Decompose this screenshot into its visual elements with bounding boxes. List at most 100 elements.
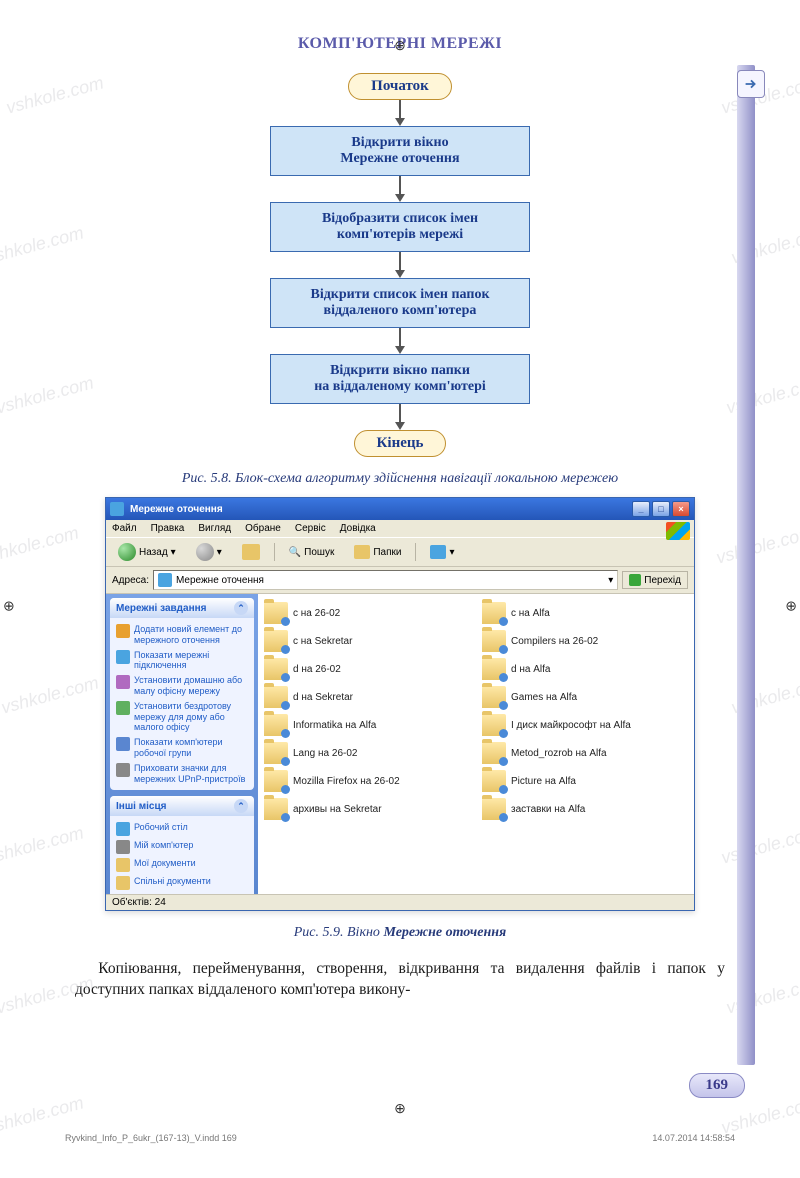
network-share-item[interactable]: d на 26-02: [262, 656, 472, 682]
crop-mark-icon: ⊕: [394, 1101, 406, 1118]
panel-header[interactable]: Інші місця ⌃: [110, 796, 254, 816]
share-folder-icon: [264, 770, 288, 792]
share-folder-icon: [482, 630, 506, 652]
windows-logo-icon: [666, 522, 690, 540]
task-link[interactable]: Показати мережні підключення: [116, 648, 248, 674]
go-button[interactable]: Перехід: [622, 571, 688, 589]
network-share-item[interactable]: c на 26-02: [262, 600, 472, 626]
page-side-bar: [737, 65, 755, 1065]
network-share-item[interactable]: І диск майкрософт на Alfa: [480, 712, 690, 738]
share-folder-icon: [264, 686, 288, 708]
flow-process-4: Відкрити вікно папкина віддаленому комп'…: [270, 354, 530, 404]
watermark: vshkole.com: [4, 72, 106, 118]
task-link[interactable]: Установити бездротову мережу для дому аб…: [116, 699, 248, 735]
body-text: Копіювання, перейменування, створення, в…: [75, 959, 725, 1001]
place-icon: [116, 858, 130, 872]
task-icon: [116, 763, 130, 777]
search-button[interactable]: 🔍Пошук: [283, 545, 341, 560]
network-share-item[interactable]: d на Sekretar: [262, 684, 472, 710]
back-icon: [118, 543, 136, 561]
network-share-item[interactable]: Informatika на Alfa: [262, 712, 472, 738]
network-share-item[interactable]: заставки на Alfa: [480, 796, 690, 822]
menu-edit[interactable]: Правка: [151, 523, 185, 534]
task-link[interactable]: Показати комп'ютери робочої групи: [116, 735, 248, 761]
menu-help[interactable]: Довідка: [340, 523, 376, 534]
statusbar: Об'єктів: 24: [106, 894, 694, 910]
share-folder-icon: [482, 686, 506, 708]
panel-header[interactable]: Мережні завдання ⌃: [110, 598, 254, 618]
crop-mark-icon: ⊕: [785, 598, 797, 615]
menu-tools[interactable]: Сервіс: [295, 523, 326, 534]
share-folder-icon: [482, 658, 506, 680]
toolbar: Назад▾ ▾ 🔍Пошук Папки ▾: [106, 537, 694, 567]
titlebar[interactable]: Мережне оточення _ □ ×: [106, 498, 694, 520]
watermark: vshkole.com: [719, 822, 800, 868]
task-icon: [116, 624, 130, 638]
flow-end-node: Кінець: [354, 430, 447, 457]
crop-mark-icon: ⊕: [394, 38, 406, 55]
back-button[interactable]: Назад▾: [112, 541, 182, 563]
maximize-button[interactable]: □: [652, 501, 670, 517]
network-share-item[interactable]: Metod_rozrob на Alfa: [480, 740, 690, 766]
place-link[interactable]: Мої документи: [116, 856, 248, 874]
network-share-item[interactable]: архивы на Sekretar: [262, 796, 472, 822]
crop-mark-icon: ⊕: [3, 598, 15, 615]
figure-58-caption: Рис. 5.8. Блок-схема алгоритму здійсненн…: [70, 471, 730, 487]
place-link[interactable]: Робочий стіл: [116, 820, 248, 838]
forward-button[interactable]: ▾: [190, 541, 228, 563]
up-button[interactable]: [236, 542, 266, 562]
go-icon: [629, 574, 641, 586]
menu-favorites[interactable]: Обране: [245, 523, 281, 534]
network-tasks-panel: Мережні завдання ⌃ Додати новий елемент …: [110, 598, 254, 790]
flow-arrow-icon: [395, 404, 405, 430]
network-share-item[interactable]: c на Sekretar: [262, 628, 472, 654]
network-share-item[interactable]: d на Alfa: [480, 656, 690, 682]
watermark: vshkole.com: [0, 672, 101, 718]
task-link[interactable]: Установити домашню або малу офісну мереж…: [116, 673, 248, 699]
print-info: Ryvkind_Info_P_6ukr_(167-13)_V.indd 169 …: [65, 1133, 735, 1143]
side-pane: Мережні завдання ⌃ Додати новий елемент …: [106, 594, 258, 894]
watermark: vshkole.com: [724, 972, 800, 1018]
address-field[interactable]: Мережне оточення ▾: [153, 570, 618, 590]
next-page-arrow-icon: [737, 70, 765, 98]
watermark: vshkole.com: [0, 372, 96, 418]
close-button[interactable]: ×: [672, 501, 690, 517]
task-link[interactable]: Приховати значки для мережних UPnP-прист…: [116, 761, 248, 787]
task-link[interactable]: Додати новий елемент до мережного оточен…: [116, 622, 248, 648]
share-folder-icon: [264, 714, 288, 736]
flow-arrow-icon: [395, 100, 405, 126]
network-share-item[interactable]: Lang на 26-02: [262, 740, 472, 766]
views-button[interactable]: ▾: [424, 543, 460, 561]
place-link[interactable]: Принтери й факси: [116, 892, 248, 894]
network-share-item[interactable]: Compilers на 26-02: [480, 628, 690, 654]
page-number: 169: [689, 1073, 746, 1098]
watermark: vshkole.com: [0, 822, 86, 868]
menu-view[interactable]: Вигляд: [198, 523, 231, 534]
share-folder-icon: [482, 798, 506, 820]
network-share-item[interactable]: c на Alfa: [480, 600, 690, 626]
folders-icon: [354, 545, 370, 559]
flowchart: Початок Відкрити вікноМережне оточення В…: [220, 73, 580, 457]
watermark: vshkole.com: [724, 372, 800, 418]
place-icon: [116, 876, 130, 890]
folders-button[interactable]: Папки: [348, 543, 407, 561]
share-folder-icon: [482, 770, 506, 792]
flow-arrow-icon: [395, 176, 405, 202]
network-share-item[interactable]: Games на Alfa: [480, 684, 690, 710]
flow-start-node: Початок: [348, 73, 452, 100]
task-icon: [116, 650, 130, 664]
menu-file[interactable]: Файл: [112, 523, 137, 534]
place-link[interactable]: Спільні документи: [116, 874, 248, 892]
watermark: vshkole.com: [0, 1092, 86, 1138]
network-share-item[interactable]: Picture на Alfa: [480, 768, 690, 794]
minimize-button[interactable]: _: [632, 501, 650, 517]
watermark: vshkole.com: [714, 522, 800, 568]
addressbar: Адреса: Мережне оточення ▾ Перехід: [106, 567, 694, 594]
place-icon: [116, 840, 130, 854]
share-folder-icon: [264, 742, 288, 764]
network-share-item[interactable]: Mozilla Firefox на 26-02: [262, 768, 472, 794]
task-icon: [116, 701, 130, 715]
other-places-panel: Інші місця ⌃ Робочий стілМій комп'ютерМо…: [110, 796, 254, 894]
place-link[interactable]: Мій комп'ютер: [116, 838, 248, 856]
figure-59-caption: Рис. 5.9. Вікно Мережне оточення: [70, 925, 730, 941]
